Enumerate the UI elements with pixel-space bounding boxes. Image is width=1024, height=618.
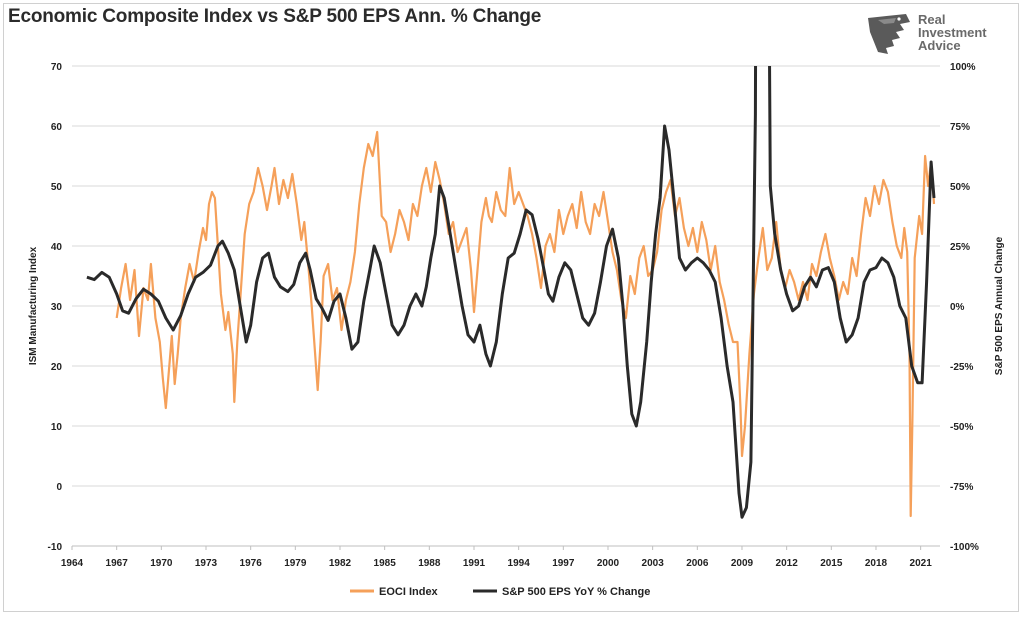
x-tick-label: 1997 — [552, 558, 575, 569]
x-tick-label: 1991 — [463, 558, 486, 569]
x-tick-label: 1982 — [329, 558, 352, 569]
legend-label-eps: S&P 500 EPS YoY % Change — [502, 586, 650, 598]
x-tick-label: 1970 — [150, 558, 173, 569]
x-tick-label: 1967 — [106, 558, 129, 569]
x-axis: 1964 1967 1970 1973 1976 1979 1982 1985 1988 1991… — [61, 545, 940, 569]
x-tick-label: 2012 — [776, 558, 799, 569]
x-tick-label: 2009 — [731, 558, 754, 569]
x-tick-label: 1973 — [195, 558, 218, 569]
x-tick-label: 1994 — [508, 558, 531, 569]
y-right-tick-label: -25% — [950, 362, 973, 373]
series-lines — [86, 66, 936, 519]
logo-line-3: Advice — [918, 38, 961, 53]
eagle-head-icon — [868, 14, 910, 54]
legend-label-eoci: EOCI Index — [379, 586, 439, 598]
y-axis-left: 70 60 50 40 30 20 10 0 -10 — [48, 62, 63, 553]
y-axis-right-title: S&P 500 EPS Annual Change — [994, 236, 1005, 375]
y-left-tick-label: 50 — [51, 182, 63, 193]
x-tick-label: 2000 — [597, 558, 620, 569]
x-tick-label: 2003 — [642, 558, 665, 569]
logo-line-2: Investment — [918, 25, 987, 40]
logo-text: Real Investment Advice — [918, 13, 987, 52]
x-tick-label: 1979 — [284, 558, 307, 569]
y-right-tick-label: -75% — [950, 482, 973, 493]
chart-frame — [3, 3, 1019, 612]
x-tick-label: 2006 — [686, 558, 709, 569]
x-tick-label: 2018 — [865, 558, 888, 569]
series-line-eoci — [115, 130, 936, 518]
y-left-tick-label: 30 — [51, 302, 63, 313]
x-tick-label: 1988 — [418, 558, 441, 569]
logo-line-1: Real — [918, 12, 946, 27]
legend: EOCI Index S&P 500 EPS YoY % Change — [350, 586, 650, 598]
x-tick-label: 1976 — [240, 558, 263, 569]
series-line-eps — [86, 66, 936, 519]
y-left-tick-label: 10 — [51, 422, 63, 433]
x-tick-label: 2021 — [910, 558, 933, 569]
y-left-tick-label: 20 — [51, 362, 63, 373]
y-left-tick-label: 60 — [51, 122, 63, 133]
x-tick-label: 1985 — [374, 558, 397, 569]
y-right-tick-label: 75% — [950, 122, 970, 133]
y-axis-right: 100% 75% 50% 25% 0% -25% -50% -75% -100% — [950, 62, 979, 553]
y-left-tick-label: 0 — [56, 482, 62, 493]
y-axis-left-title: ISM Manufacturing Index — [28, 246, 39, 365]
gridlines — [72, 65, 940, 547]
y-right-tick-label: -100% — [950, 542, 979, 553]
y-right-tick-label: 25% — [950, 242, 970, 253]
x-tick-label: 2015 — [820, 558, 843, 569]
y-right-tick-label: -50% — [950, 422, 973, 433]
x-tick-label: 1964 — [61, 558, 84, 569]
chart-title: Economic Composite Index vs S&P 500 EPS … — [8, 6, 542, 27]
logo: Real Investment Advice — [866, 12, 1006, 56]
y-left-tick-label: 40 — [51, 242, 63, 253]
y-right-tick-label: 0% — [950, 302, 965, 313]
y-left-tick-label: 70 — [51, 62, 63, 73]
y-right-tick-label: 50% — [950, 182, 970, 193]
y-left-tick-label: -10 — [48, 542, 63, 553]
y-right-tick-label: 100% — [950, 62, 976, 73]
